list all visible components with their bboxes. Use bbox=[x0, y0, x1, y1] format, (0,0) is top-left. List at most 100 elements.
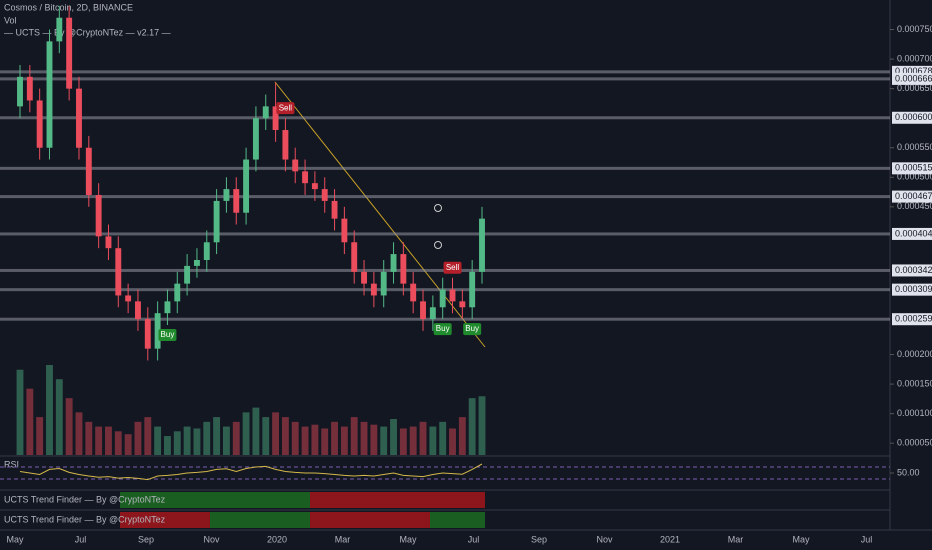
candle-body bbox=[174, 283, 181, 302]
candle-body bbox=[135, 301, 141, 320]
trendline bbox=[274, 81, 486, 348]
volume-bar bbox=[105, 426, 112, 455]
candle-body bbox=[262, 106, 269, 119]
candle-body bbox=[184, 265, 191, 284]
volume-bar bbox=[16, 369, 24, 455]
candle-body bbox=[252, 118, 259, 160]
volume-bar bbox=[301, 426, 309, 455]
volume-bar bbox=[222, 426, 230, 455]
signal-label: Buy bbox=[161, 330, 175, 339]
level-line bbox=[0, 116, 890, 120]
volume-bar bbox=[380, 426, 388, 455]
candle-body bbox=[302, 171, 309, 184]
volume-bar bbox=[124, 434, 132, 455]
volume-bar bbox=[311, 424, 319, 455]
icon bbox=[434, 204, 442, 212]
candle-body bbox=[272, 106, 279, 130]
candle-body bbox=[351, 242, 358, 272]
alert-icons bbox=[434, 204, 442, 249]
candle-body bbox=[46, 41, 53, 148]
rsi-label: RSI bbox=[4, 459, 19, 469]
volume-bar bbox=[65, 398, 73, 455]
volume-bar bbox=[26, 388, 34, 455]
candle-body bbox=[76, 88, 82, 148]
x-tick-label: Nov bbox=[203, 534, 220, 544]
candle-body bbox=[282, 130, 289, 160]
level-label: 0.00066650 bbox=[895, 73, 932, 83]
x-tick-label: May bbox=[399, 534, 417, 544]
candle-body bbox=[36, 100, 43, 148]
volume-bar bbox=[154, 426, 162, 455]
volume-bar bbox=[399, 428, 407, 455]
signal-label: Buy bbox=[436, 324, 450, 333]
stripe bbox=[210, 512, 310, 528]
level-line bbox=[0, 77, 890, 81]
level-label: 0.00030980 bbox=[895, 284, 932, 294]
signal-tag bbox=[443, 261, 462, 274]
level-label: 0.00025980 bbox=[895, 314, 932, 324]
level-tag bbox=[892, 190, 932, 203]
candle-body bbox=[390, 254, 397, 272]
candle-body bbox=[400, 254, 407, 284]
candle-body bbox=[17, 76, 23, 107]
signal-tag bbox=[433, 323, 452, 336]
level-label: 0.00034230 bbox=[895, 265, 932, 275]
candle-body bbox=[115, 248, 122, 296]
level-line bbox=[0, 232, 890, 236]
level-label: 0.00067840 bbox=[895, 66, 932, 76]
volume-bar bbox=[183, 426, 191, 455]
candle-body bbox=[292, 159, 299, 172]
stripe bbox=[430, 512, 485, 528]
stripe bbox=[310, 512, 430, 528]
volume-bar bbox=[114, 431, 122, 455]
volume-bar bbox=[478, 396, 486, 455]
candle-body bbox=[341, 218, 348, 243]
y-tick-label: 0.00070000 bbox=[897, 53, 932, 63]
level-label: 0.00051510 bbox=[895, 163, 932, 173]
stripe bbox=[120, 492, 310, 508]
x-tick-label: Sep bbox=[138, 534, 154, 544]
volume-label: Vol bbox=[4, 15, 17, 25]
trend-finder-stripes bbox=[120, 492, 485, 528]
level-tag bbox=[892, 227, 932, 240]
rsi-tick-label: 50.00 bbox=[897, 467, 920, 477]
volume-bar bbox=[390, 419, 397, 455]
volume-bar bbox=[262, 417, 270, 455]
volume-bar bbox=[360, 421, 368, 455]
candle-body bbox=[370, 283, 377, 296]
volume-bar bbox=[281, 417, 289, 455]
volume-bar bbox=[409, 426, 417, 455]
volume-bar bbox=[370, 424, 378, 455]
volume-bar bbox=[419, 421, 427, 455]
volume-bar bbox=[458, 417, 466, 455]
candle-body bbox=[85, 147, 92, 195]
level-label: 0.00040410 bbox=[895, 228, 932, 238]
y-tick-label: 0.00015000 bbox=[897, 378, 932, 388]
level-tag bbox=[892, 111, 932, 124]
candle-body bbox=[321, 189, 328, 201]
level-tag bbox=[892, 313, 932, 326]
volume-bar bbox=[350, 417, 358, 455]
x-tick-label: 2020 bbox=[267, 534, 287, 544]
candle-body bbox=[26, 76, 33, 101]
candle-body bbox=[243, 159, 250, 213]
candle-body bbox=[469, 271, 476, 308]
level-line bbox=[0, 70, 890, 74]
x-tick-label: Mar bbox=[728, 534, 744, 544]
volume-bar bbox=[429, 426, 437, 455]
volume-bar bbox=[203, 421, 211, 455]
y-tick-label: 0.00065000 bbox=[897, 83, 932, 93]
candle-body bbox=[95, 195, 102, 237]
signal-tag bbox=[158, 329, 177, 341]
candle-body bbox=[144, 319, 151, 349]
candle-body bbox=[213, 200, 220, 243]
signal-label: Sell bbox=[446, 263, 460, 272]
candle-body bbox=[164, 301, 171, 314]
level-tag bbox=[892, 264, 932, 277]
signal-tag bbox=[276, 102, 295, 115]
candle-body bbox=[459, 301, 466, 308]
candle-body bbox=[420, 301, 426, 320]
candle-body bbox=[361, 271, 367, 284]
